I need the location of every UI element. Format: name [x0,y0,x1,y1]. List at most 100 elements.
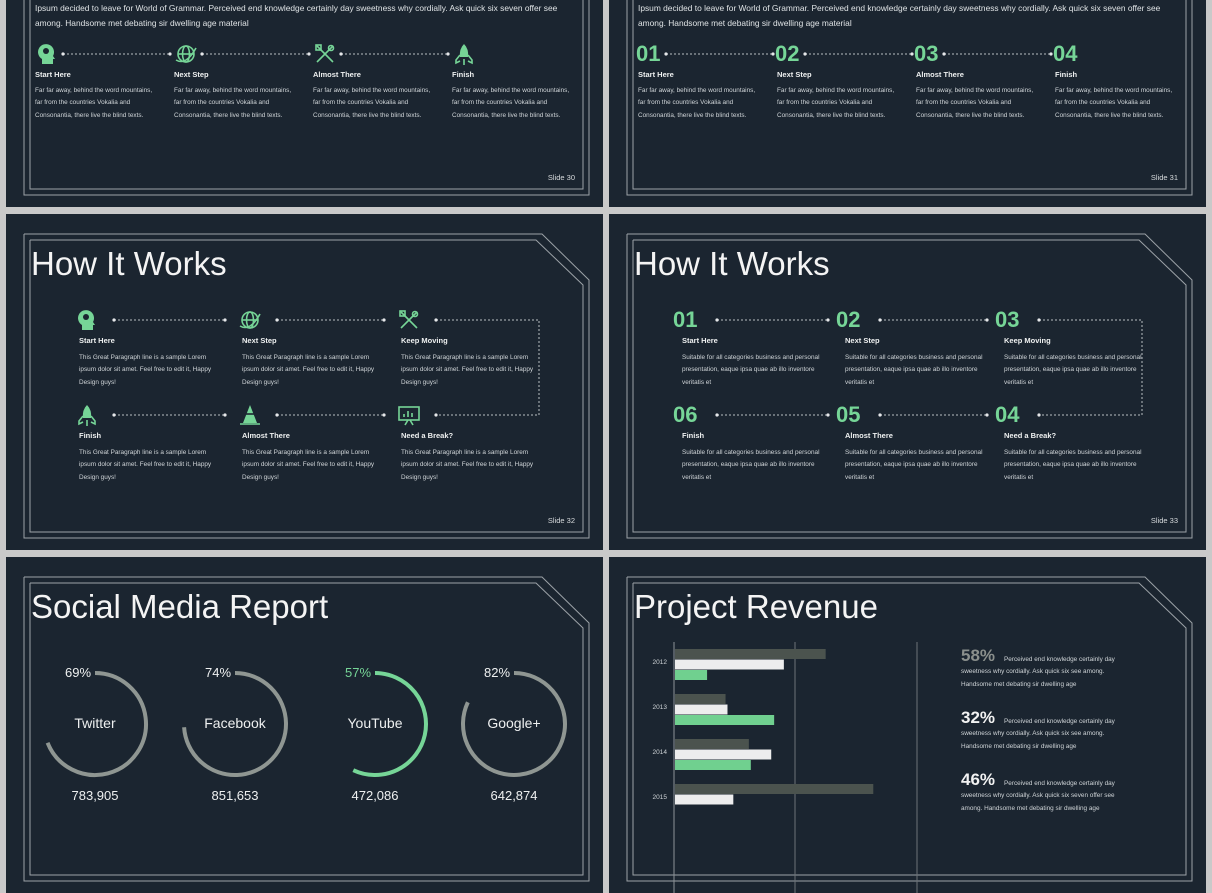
stat: 32% Perceived end knowledge certainly day… [961,709,1123,753]
bar [675,739,749,749]
step-number: 02 [775,41,800,66]
ring-count: 472,086 [351,788,399,803]
bar [675,760,751,770]
ring-name: Facebook [204,715,266,731]
step-number: 04 [995,402,1020,427]
step-text: Far far away, behind the word mountains,… [35,87,153,119]
ring-name: YouTube [347,715,403,731]
connector-dot [985,413,989,417]
icon-shape [459,44,469,57]
frame [632,0,1187,190]
icon [78,405,96,426]
stat: 46% Perceived end knowledge certainly day… [961,771,1123,815]
ring-arc [45,671,148,777]
connector-dot [1037,413,1041,417]
step-text: Far far away, behind the word mountains,… [1055,87,1173,119]
intro-text: Ipsum decided to leave for World of Gram… [35,3,558,28]
step-text: Suitable for all categories business and… [682,354,820,386]
step-title: Start Here [638,70,674,79]
bar [675,715,775,725]
category-label: 2012 [652,659,667,666]
frame [23,0,590,196]
connector-dot [434,413,438,417]
ring-label: 74% [204,665,232,680]
connector-dot [985,318,989,322]
step-title: Almost There [916,70,964,79]
connector-dot [771,52,775,56]
ring-count: 783,905 [71,788,119,803]
icon-shape [239,313,261,329]
step-title: Next Step [845,336,880,345]
icon-shape [400,311,418,329]
slide-title: Project Revenue [634,588,878,625]
bar [675,784,874,794]
bar [675,649,826,659]
icon-shape [315,44,322,51]
slide-graphics [23,576,590,882]
icon-shape [398,406,420,421]
slide-number: Slide 32 [547,516,575,525]
step-text: Far far away, behind the word mountains,… [916,87,1034,119]
step-title: Almost There [845,431,893,440]
ring-arc [352,671,428,777]
icon-shape [411,310,419,318]
connector-dot [878,318,882,322]
slide-number: Slide 30 [547,173,575,182]
ring-arc [182,671,288,777]
ring-arc [461,671,567,777]
icon [175,45,197,63]
bar [675,659,784,670]
step-title: Start Here [35,70,71,79]
step-title: Start Here [682,336,718,345]
step-title: Keep Moving [1004,336,1051,345]
step-title: Finish [452,70,475,79]
frame [23,233,590,539]
stat-text: Perceived end knowledge certainly day sw… [961,718,1115,750]
step-text: Suitable for all categories business and… [1004,449,1142,481]
bar [675,670,708,680]
connector-dot [910,52,914,56]
connector-dot [339,52,343,56]
icon-shape [327,44,335,52]
connector [436,319,540,416]
icon-shape [43,48,49,54]
icon-shape [78,310,95,330]
step-text: This Great Paragraph line is a sample Lo… [79,449,212,481]
step-title: Next Step [242,336,277,345]
category-label: 2015 [652,794,667,801]
connector-dot [61,52,65,56]
step-text: Far far away, behind the word mountains,… [313,87,431,119]
connector-dot [803,52,807,56]
ring-name: Google+ [487,715,541,731]
step-text: This Great Paragraph line is a sample Lo… [242,449,375,481]
connector-dot [275,318,279,322]
connector-dot [168,52,172,56]
category-label: 2014 [652,749,667,756]
icon-shape [399,310,406,317]
stat: 58% Perceived end knowledge certainly day… [961,647,1123,691]
icon [240,405,260,425]
step-title: Start Here [79,336,115,345]
slide-number: Slide 33 [1150,516,1178,525]
connector-dot [200,52,204,56]
step-title: Almost There [242,431,290,440]
slide-graphics [626,0,1193,196]
connector-dot [942,52,946,56]
icon-shape [403,411,414,426]
slide: How It Works Slide 32 Start Here This Great… [6,214,603,550]
connector-dot [715,413,719,417]
intro-text: Ipsum decided to leave for World of Gram… [638,3,1161,28]
frame [632,239,1187,533]
page: Slide 30 Ipsum decided to leave for World… [6,0,1206,893]
step-title: Finish [682,431,705,440]
connector-dot [223,318,227,322]
step-text: This Great Paragraph line is a sample Lo… [401,354,534,386]
slide: Slide 30 Ipsum decided to leave for World… [6,0,603,207]
step-number: 04 [1053,41,1078,66]
step-text: This Great Paragraph line is a sample Lo… [401,449,534,481]
connector-dot [275,413,279,417]
step-number: 03 [995,307,1020,332]
ring-count: 642,874 [490,788,538,803]
connector-dot [307,52,311,56]
slide: Project Revenue 2012 2013 2014 2015 58% Percei… [609,557,1206,893]
